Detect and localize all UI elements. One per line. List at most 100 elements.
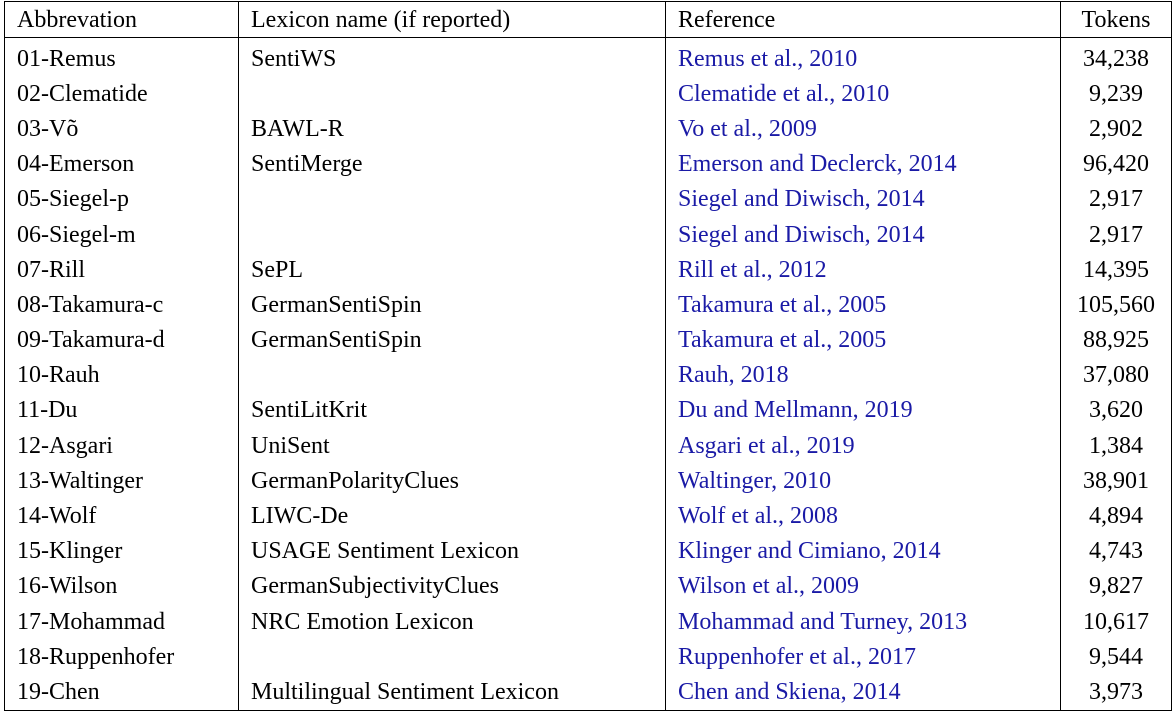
abbreviation-cell: 17-Mohammad (4, 604, 239, 640)
tokens-cell: 4,894 (1060, 498, 1172, 534)
table-row: 17-Mohammad NRC Emotion Lexicon Mohammad a… (4, 604, 1172, 640)
table-row: 05-Siegel-p Siegel and Diwisch, 2014 2,917 (4, 181, 1172, 217)
header-tokens: Tokens (1060, 1, 1172, 38)
lexicon-table: Abbrevation Lexicon name (if reported) R… (4, 1, 1172, 711)
header-reference: Reference (665, 1, 1061, 38)
tokens-cell: 88,925 (1060, 322, 1172, 358)
lexicon-name-cell: UniSent (238, 428, 666, 464)
lexicon-name-cell (238, 181, 666, 217)
reference-link[interactable]: Wilson et al., 2009 (665, 568, 1061, 604)
header-abbreviation: Abbrevation (4, 1, 239, 38)
lexicon-name-cell: NRC Emotion Lexicon (238, 604, 666, 640)
reference-link[interactable]: Rill et al., 2012 (665, 252, 1061, 288)
reference-link[interactable]: Takamura et al., 2005 (665, 322, 1061, 358)
abbreviation-cell: 08-Takamura-c (4, 287, 239, 323)
lexicon-name-cell (238, 76, 666, 112)
lexicon-name-cell: SePL (238, 252, 666, 288)
table-body: 01-Remus SentiWS Remus et al., 2010 34,238 0… (4, 37, 1172, 711)
table-row: 15-Klinger USAGE Sentiment Lexicon Klinger… (4, 533, 1172, 569)
reference-link[interactable]: Waltinger, 2010 (665, 463, 1061, 499)
table-row: 06-Siegel-m Siegel and Diwisch, 2014 2,917 (4, 216, 1172, 253)
reference-link[interactable]: Clematide et al., 2010 (665, 76, 1061, 112)
tokens-cell: 3,973 (1060, 674, 1172, 711)
abbreviation-cell: 06-Siegel-m (4, 216, 239, 253)
table-row: 07-Rill SePL Rill et al., 2012 14,395 (4, 252, 1172, 288)
tokens-cell: 2,902 (1060, 111, 1172, 147)
reference-link[interactable]: Siegel and Diwisch, 2014 (665, 216, 1061, 253)
abbreviation-cell: 14-Wolf (4, 498, 239, 534)
table-row: 18-Ruppenhofer Ruppenhofer et al., 2017 9,… (4, 639, 1172, 675)
tokens-cell: 105,560 (1060, 287, 1172, 323)
reference-link[interactable]: Klinger and Cimiano, 2014 (665, 533, 1061, 569)
abbreviation-cell: 10-Rauh (4, 357, 239, 393)
lexicon-name-cell: GermanSentiSpin (238, 287, 666, 323)
table-row: 16-Wilson GermanSubjectivityClues Wilson e… (4, 568, 1172, 604)
abbreviation-cell: 02-Clematide (4, 76, 239, 112)
tokens-cell: 9,239 (1060, 76, 1172, 112)
abbreviation-cell: 09-Takamura-d (4, 322, 239, 358)
table-header: Abbrevation Lexicon name (if reported) R… (4, 1, 1172, 38)
reference-link[interactable]: Remus et al., 2010 (665, 37, 1061, 77)
abbreviation-cell: 05-Siegel-p (4, 181, 239, 217)
table-row: 12-Asgari UniSent Asgari et al., 2019 1,384 (4, 428, 1172, 464)
lexicon-name-cell: Multilingual Sentiment Lexicon (238, 674, 666, 711)
tokens-cell: 3,620 (1060, 392, 1172, 429)
reference-link[interactable]: Mohammad and Turney, 2013 (665, 604, 1061, 640)
reference-link[interactable]: Chen and Skiena, 2014 (665, 674, 1061, 711)
tokens-cell: 10,617 (1060, 604, 1172, 640)
tokens-cell: 38,901 (1060, 463, 1172, 499)
tokens-cell: 9,827 (1060, 568, 1172, 604)
lexicon-name-cell (238, 357, 666, 393)
reference-link[interactable]: Takamura et al., 2005 (665, 287, 1061, 323)
abbreviation-cell: 03-Võ (4, 111, 239, 147)
reference-link[interactable]: Siegel and Diwisch, 2014 (665, 181, 1061, 217)
reference-link[interactable]: Rauh, 2018 (665, 357, 1061, 393)
lexicon-name-cell: BAWL-R (238, 111, 666, 147)
reference-link[interactable]: Vo et al., 2009 (665, 111, 1061, 147)
abbreviation-cell: 12-Asgari (4, 428, 239, 464)
reference-link[interactable]: Ruppenhofer et al., 2017 (665, 639, 1061, 675)
table-row: 09-Takamura-d GermanSentiSpin Takamura et … (4, 322, 1172, 358)
abbreviation-cell: 07-Rill (4, 252, 239, 288)
table-row: 08-Takamura-c GermanSentiSpin Takamura et … (4, 287, 1172, 323)
lexicon-name-cell (238, 639, 666, 675)
lexicon-name-cell: LIWC-De (238, 498, 666, 534)
reference-link[interactable]: Asgari et al., 2019 (665, 428, 1061, 464)
table-row: 02-Clematide Clematide et al., 2010 9,239 (4, 76, 1172, 112)
tokens-cell: 34,238 (1060, 37, 1172, 77)
lexicon-name-cell (238, 216, 666, 253)
lexicon-name-cell: GermanSubjectivityClues (238, 568, 666, 604)
lexicon-table-container: Abbrevation Lexicon name (if reported) R… (4, 1, 1172, 711)
reference-link[interactable]: Wolf et al., 2008 (665, 498, 1061, 534)
lexicon-name-cell: USAGE Sentiment Lexicon (238, 533, 666, 569)
table-row: 13-Waltinger GermanPolarityClues Waltinger… (4, 463, 1172, 499)
header-lexicon-name: Lexicon name (if reported) (238, 1, 666, 38)
abbreviation-cell: 18-Ruppenhofer (4, 639, 239, 675)
lexicon-name-cell: SentiMerge (238, 146, 666, 182)
table-row: 01-Remus SentiWS Remus et al., 2010 34,238 (4, 37, 1172, 77)
tokens-cell: 14,395 (1060, 252, 1172, 288)
tokens-cell: 96,420 (1060, 146, 1172, 182)
table-row: 14-Wolf LIWC-De Wolf et al., 2008 4,894 (4, 498, 1172, 534)
reference-link[interactable]: Emerson and Declerck, 2014 (665, 146, 1061, 182)
abbreviation-cell: 16-Wilson (4, 568, 239, 604)
abbreviation-cell: 19-Chen (4, 674, 239, 711)
lexicon-name-cell: SentiLitKrit (238, 392, 666, 429)
tokens-cell: 2,917 (1060, 181, 1172, 217)
tokens-cell: 9,544 (1060, 639, 1172, 675)
abbreviation-cell: 11-Du (4, 392, 239, 429)
lexicon-name-cell: GermanPolarityClues (238, 463, 666, 499)
reference-link[interactable]: Du and Mellmann, 2019 (665, 392, 1061, 429)
abbreviation-cell: 01-Remus (4, 37, 239, 77)
lexicon-name-cell: SentiWS (238, 37, 666, 77)
tokens-cell: 37,080 (1060, 357, 1172, 393)
table-row: 10-Rauh Rauh, 2018 37,080 (4, 357, 1172, 393)
abbreviation-cell: 04-Emerson (4, 146, 239, 182)
header-row: Abbrevation Lexicon name (if reported) R… (4, 1, 1172, 38)
tokens-cell: 4,743 (1060, 533, 1172, 569)
lexicon-name-cell: GermanSentiSpin (238, 322, 666, 358)
abbreviation-cell: 15-Klinger (4, 533, 239, 569)
table-row: 03-Võ BAWL-R Vo et al., 2009 2,902 (4, 111, 1172, 147)
abbreviation-cell: 13-Waltinger (4, 463, 239, 499)
tokens-cell: 2,917 (1060, 216, 1172, 253)
